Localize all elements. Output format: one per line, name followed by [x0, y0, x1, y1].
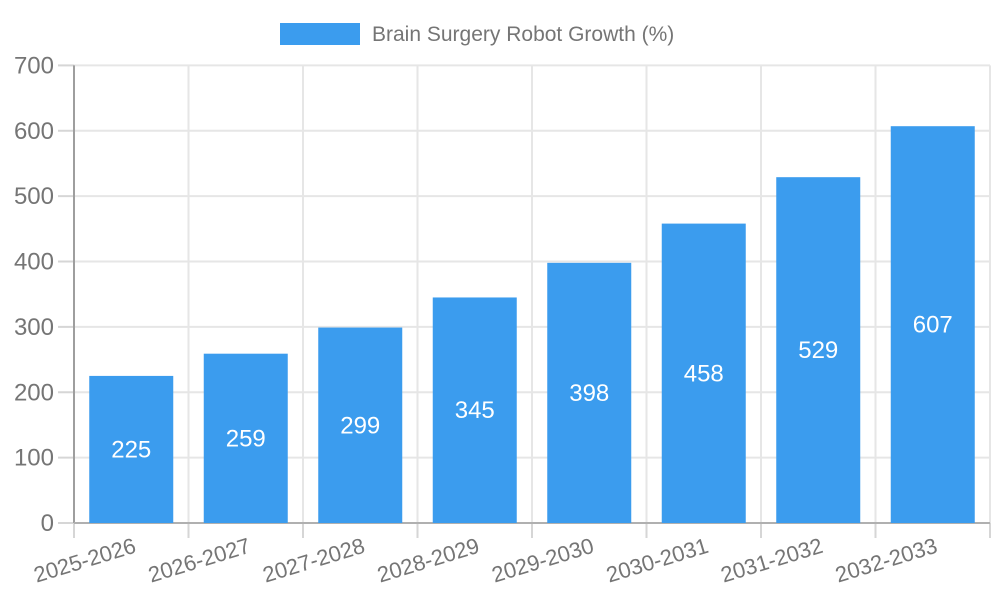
- bar-value-label: 398: [569, 380, 609, 407]
- bar[interactable]: [776, 177, 861, 523]
- x-axis-labels-layer: 2025-2026 2026-2027 2027-2028 2028-2029 2029…: [31, 533, 940, 588]
- x-tick-label[interactable]: 2030-2031: [603, 533, 711, 588]
- bar-value-label: 458: [684, 360, 724, 387]
- x-tick-label[interactable]: 2026-2027: [145, 533, 253, 588]
- y-tick-label: 200: [14, 379, 54, 406]
- bar[interactable]: [547, 262, 632, 523]
- bar[interactable]: [89, 375, 174, 523]
- x-tick-label[interactable]: 2031-2032: [718, 533, 826, 588]
- bar[interactable]: [203, 353, 288, 523]
- y-tick-label: 300: [14, 314, 54, 341]
- bar-value-label: 299: [340, 412, 380, 439]
- x-tick-label[interactable]: 2032-2033: [832, 533, 940, 588]
- bar-value-labels-layer: 225 259 299 345 398 458 529 607: [111, 312, 953, 464]
- bar[interactable]: [318, 327, 403, 523]
- y-tick-label: 600: [14, 118, 54, 145]
- ticks-layer: [58, 64, 991, 538]
- legend-swatch: [280, 23, 360, 45]
- y-tick-label: 0: [41, 510, 54, 537]
- y-tick-label: 100: [14, 445, 54, 472]
- bar-value-label: 225: [111, 436, 151, 463]
- y-tick-label: 400: [14, 249, 54, 276]
- bar[interactable]: [890, 126, 975, 523]
- legend: Brain Surgery Robot Growth (%): [280, 23, 674, 46]
- x-tick-label[interactable]: 2029-2030: [489, 533, 597, 588]
- gridlines-layer: [74, 64, 991, 523]
- y-tick-label: 500: [14, 183, 54, 210]
- legend-label: Brain Surgery Robot Growth (%): [372, 23, 674, 46]
- bar[interactable]: [661, 223, 746, 523]
- y-tick-label: 700: [14, 52, 54, 79]
- bar[interactable]: [432, 297, 517, 523]
- bar-value-label: 529: [798, 337, 838, 364]
- bar-value-label: 345: [455, 397, 495, 424]
- bars-layer: [89, 126, 975, 523]
- x-tick-label[interactable]: 2025-2026: [31, 533, 139, 588]
- x-tick-label[interactable]: 2027-2028: [260, 533, 368, 588]
- y-axis-labels-layer: 0 100 200 300 400 500 600 700: [14, 52, 54, 537]
- bar-value-label: 259: [226, 425, 266, 452]
- x-tick-label[interactable]: 2028-2029: [374, 533, 482, 588]
- bar-value-label: 607: [913, 312, 953, 339]
- legend-item[interactable]: Brain Surgery Robot Growth (%): [280, 23, 674, 46]
